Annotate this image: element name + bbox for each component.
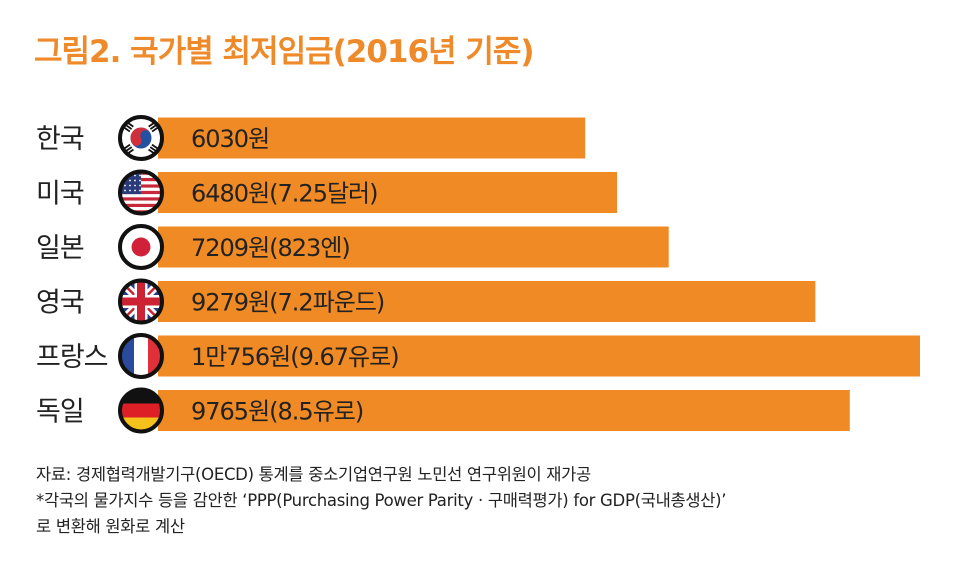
- country-label: 영국: [36, 288, 84, 319]
- country-label: 미국: [36, 179, 84, 210]
- footnote: 자료: 경제협력개발기구(OECD) 통계를 중소기업연구원 노민선 연구위원이…: [36, 462, 727, 540]
- value-label: 9765원(8.5유로): [191, 398, 363, 426]
- korea-flag-icon: [118, 115, 164, 161]
- country-label: 일본: [36, 233, 84, 264]
- usa-flag-icon: [118, 169, 164, 216]
- source-note: 자료: 경제협력개발기구(OECD) 통계를 중소기업연구원 노민선 연구위원이…: [36, 465, 591, 484]
- bar: [158, 281, 816, 322]
- value-label: 9279원(7.2파운드): [191, 289, 384, 317]
- value-label: 6480원(7.25달러): [191, 180, 377, 208]
- france-flag-icon: [118, 333, 164, 379]
- ppp-note-line-1: *각국의 물가지수 등을 감안한 ‘PPP(Purchasing Power P…: [36, 491, 727, 510]
- bar: [158, 335, 920, 377]
- uk-flag-icon: [118, 278, 164, 325]
- country-label: 독일: [36, 397, 84, 428]
- bar: [158, 117, 586, 159]
- bar: [158, 172, 618, 213]
- country-label: 한국: [36, 124, 84, 155]
- value-label: 6030원: [191, 125, 269, 153]
- value-label: 7209원(823엔): [191, 234, 350, 262]
- country-label: 프랑스: [36, 342, 108, 373]
- ppp-note-line-2: 로 변환해 원화로 계산: [36, 517, 185, 536]
- value-label: 1만756원(9.67유로): [191, 343, 399, 371]
- japan-flag-icon: [118, 224, 164, 270]
- bar: [158, 226, 669, 268]
- chart-title: 그림2. 국가별 최저임금(2016년 기준): [34, 34, 535, 70]
- germany-flag-icon: [118, 387, 164, 434]
- bar: [158, 390, 850, 431]
